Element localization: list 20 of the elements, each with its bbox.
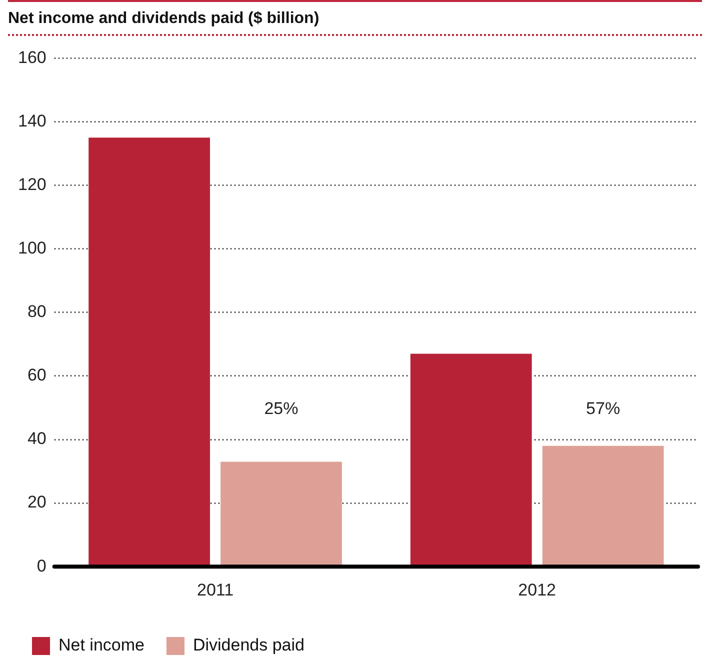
y-tick-label: 160 (18, 48, 46, 67)
annotation: 25% (264, 399, 298, 418)
y-tick-label: 120 (18, 174, 46, 194)
chart-title: Net income and dividends paid ($ billion) (8, 0, 702, 36)
x-tick-label: 2011 (196, 580, 234, 600)
y-tick-label: 80 (27, 302, 46, 322)
bar (410, 354, 532, 566)
y-tick-label: 20 (27, 492, 46, 512)
y-tick-label: 40 (27, 429, 46, 448)
y-tick-label: 0 (36, 556, 46, 576)
legend-label: Net income (58, 636, 144, 655)
bar (220, 462, 342, 566)
y-tick-label: 100 (18, 238, 46, 258)
y-tick-label: 140 (18, 111, 46, 130)
bar (88, 138, 210, 566)
legend-label: Dividends paid (192, 636, 304, 655)
annotation: 57% (586, 399, 620, 418)
y-tick-label: 60 (27, 366, 46, 385)
bar (542, 446, 664, 566)
x-tick-label: 2012 (518, 580, 556, 600)
